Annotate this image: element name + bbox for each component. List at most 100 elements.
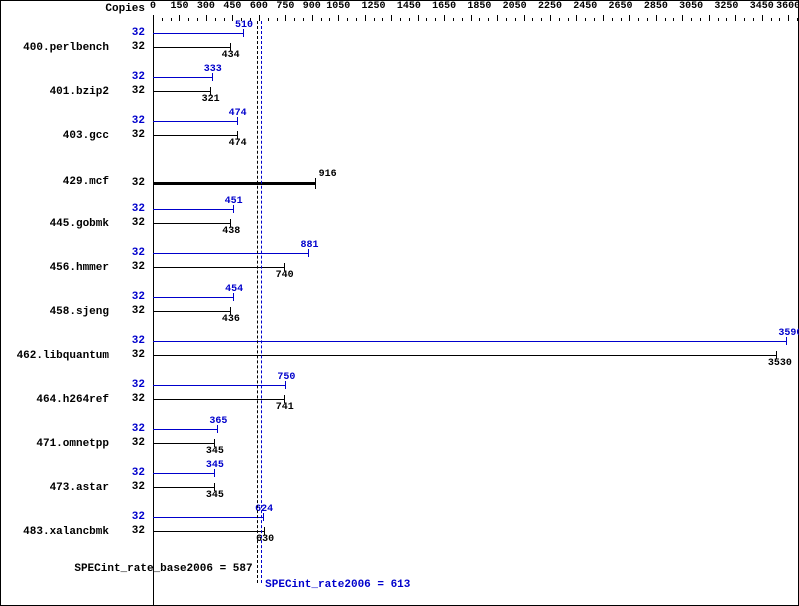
peak-value-label: 333 xyxy=(204,64,222,75)
base-value-label: 321 xyxy=(202,94,220,105)
peak-value-label: 474 xyxy=(229,108,247,119)
axis-tick xyxy=(206,15,207,21)
axis-tick xyxy=(365,15,366,21)
peak-value-label: 881 xyxy=(300,240,318,251)
axis-tick-label: 1450 xyxy=(397,1,421,12)
axis-tick xyxy=(788,15,789,21)
peak-bar xyxy=(153,473,214,474)
axis-tick xyxy=(347,18,348,21)
axis-tick xyxy=(321,18,322,21)
base-copies: 32 xyxy=(119,85,145,97)
base-bar xyxy=(153,267,284,268)
benchmark-name: 456.hmmer xyxy=(0,262,109,274)
peak-copies: 32 xyxy=(119,335,145,347)
axis-tick-label: 150 xyxy=(170,1,188,12)
base-bar xyxy=(153,355,776,356)
axis-tick xyxy=(532,18,533,21)
peak-bar xyxy=(153,121,237,122)
axis-tick xyxy=(762,15,763,21)
axis-tick-label: 2650 xyxy=(609,1,633,12)
base-bar xyxy=(153,531,264,532)
peak-copies: 32 xyxy=(119,511,145,523)
axis-tick xyxy=(541,18,542,21)
peak-bar xyxy=(153,77,212,78)
axis-tick xyxy=(488,18,489,21)
base-value-label: 345 xyxy=(206,446,224,457)
base-bar xyxy=(153,487,214,488)
axis-tick xyxy=(197,18,198,21)
benchmark-name: 400.perlbench xyxy=(0,42,109,54)
peak-copies: 32 xyxy=(119,27,145,39)
axis-tick-label: 750 xyxy=(276,1,294,12)
peak-bar xyxy=(153,517,263,518)
base-bar xyxy=(153,443,214,444)
benchmark-name: 429.mcf xyxy=(0,176,109,188)
benchmark-name: 483.xalancbmk xyxy=(0,526,109,538)
axis-tick xyxy=(682,15,683,21)
peak-value-label: 451 xyxy=(225,196,243,207)
axis-tick xyxy=(400,18,401,21)
axis-tick-label: 450 xyxy=(223,1,241,12)
base-copies: 32 xyxy=(119,525,145,537)
peak-copies: 32 xyxy=(119,203,145,215)
axis-tick-label: 3600 xyxy=(776,1,799,12)
peak-bar xyxy=(153,429,217,430)
peak-bar xyxy=(153,33,243,34)
reference-label: SPECint_rate2006 = 613 xyxy=(265,579,410,591)
benchmark-name: 462.libquantum xyxy=(0,350,109,362)
axis-tick-label: 3250 xyxy=(714,1,738,12)
axis-tick xyxy=(471,15,472,21)
axis-tick xyxy=(171,18,172,21)
reference-line xyxy=(257,21,258,583)
base-copies: 32 xyxy=(119,217,145,229)
base-copies: 32 xyxy=(119,177,145,189)
axis-tick-label: 900 xyxy=(303,1,321,12)
axis-tick xyxy=(479,18,480,21)
base-bar xyxy=(153,91,210,92)
peak-copies: 32 xyxy=(119,247,145,259)
axis-tick xyxy=(559,18,560,21)
axis-tick xyxy=(718,18,719,21)
reference-label: SPECint_rate_base2006 = 587 xyxy=(74,563,252,575)
base-value-label: 436 xyxy=(222,314,240,325)
axis-tick xyxy=(515,18,516,21)
axis-tick xyxy=(312,15,313,21)
peak-value-label: 750 xyxy=(277,372,295,383)
axis-tick xyxy=(444,15,445,21)
axis-tick xyxy=(726,18,727,21)
axis-tick xyxy=(550,15,551,21)
peak-value-label: 510 xyxy=(235,20,253,31)
base-bar xyxy=(153,311,230,312)
axis-tick xyxy=(797,18,798,21)
peak-value-label: 454 xyxy=(225,284,243,295)
axis-tick xyxy=(435,18,436,21)
axis-tick xyxy=(735,15,736,21)
axis-tick xyxy=(179,15,180,21)
base-bar xyxy=(153,135,237,136)
axis-tick-label: 1850 xyxy=(467,1,491,12)
axis-tick xyxy=(691,18,692,21)
base-bar xyxy=(153,47,230,48)
axis-tick xyxy=(497,15,498,21)
axis-tick xyxy=(426,18,427,21)
axis-tick xyxy=(356,18,357,21)
axis-tick xyxy=(418,15,419,21)
axis-tick-label: 1650 xyxy=(432,1,456,12)
axis-tick xyxy=(665,18,666,21)
base-copies: 32 xyxy=(119,305,145,317)
axis-tick xyxy=(374,18,375,21)
base-value-label: 740 xyxy=(276,270,294,281)
axis-tick xyxy=(594,18,595,21)
axis-tick xyxy=(621,18,622,21)
base-copies: 32 xyxy=(119,129,145,141)
spec-benchmark-chart: Copies0150300450600750900105012501450165… xyxy=(0,0,799,606)
axis-tick xyxy=(779,18,780,21)
axis-tick xyxy=(409,18,410,21)
benchmark-name: 464.h264ref xyxy=(0,394,109,406)
axis-tick xyxy=(462,18,463,21)
base-value-label: 3530 xyxy=(768,358,792,369)
base-value-label: 916 xyxy=(319,169,337,180)
base-copies: 32 xyxy=(119,393,145,405)
axis-tick xyxy=(303,18,304,21)
axis-tick-label: 2250 xyxy=(538,1,562,12)
